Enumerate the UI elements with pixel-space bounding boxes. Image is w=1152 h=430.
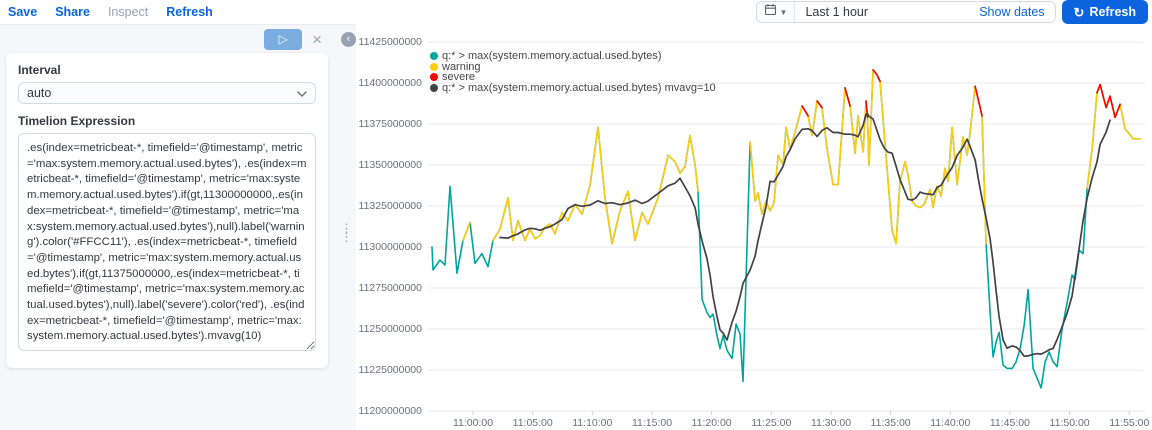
editor-header: ▷ ×	[0, 25, 334, 53]
interval-value: auto	[27, 86, 52, 100]
expression-editor-panel: ▷ × Interval auto Timelion Expression .e…	[0, 24, 334, 430]
top-toolbar: Save Share Inspect Refresh ▼ Last 1 hour…	[0, 0, 1152, 24]
super-date-picker: ▼ Last 1 hour Show dates ↻ Refresh	[755, 0, 1148, 24]
app-menu: Save Share Inspect Refresh	[8, 5, 213, 19]
close-icon[interactable]: ×	[312, 29, 322, 49]
chart-panel: q:* > max(system.memory.actual.used.byte…	[356, 24, 1152, 430]
x-axis-tick-label: 11:25:00	[751, 417, 792, 429]
x-axis-tick-label: 11:30:00	[810, 417, 852, 429]
legend-label: q:* > max(system.memory.actual.used.byte…	[442, 81, 716, 94]
refresh-button[interactable]: ↻ Refresh	[1061, 0, 1148, 24]
y-axis-tick-label: 11350000000	[358, 159, 422, 171]
x-axis-tick-label: 11:45:00	[989, 417, 1030, 429]
legend-item: warning	[430, 60, 716, 73]
legend-label: warning	[442, 60, 481, 73]
share-button[interactable]: Share	[55, 5, 90, 19]
legend-swatch	[430, 52, 438, 61]
legend-item: severe	[430, 71, 716, 84]
calendar-icon	[764, 3, 777, 21]
y-axis-tick-label: 11250000000	[358, 323, 422, 335]
y-axis-tick-label: 11225000000	[358, 364, 422, 376]
x-axis-tick-label: 11:55:00	[1109, 417, 1150, 429]
timelion-expression-input[interactable]: .es(index=metricbeat-*, timefield='@time…	[18, 133, 316, 351]
x-axis-tick-label: 11:20:00	[691, 417, 732, 429]
legend-label: severe	[442, 71, 476, 84]
y-axis-tick-label: 11400000000	[358, 77, 422, 89]
time-range-value[interactable]: Last 1 hour	[805, 5, 869, 19]
play-icon: ▷	[278, 31, 288, 46]
x-axis-tick-label: 11:40:00	[930, 417, 971, 429]
legend-swatch	[430, 73, 438, 82]
y-axis-tick-label: 11375000000	[358, 118, 422, 130]
chart-legend: q:* > max(system.memory.actual.used.byte…	[430, 50, 716, 94]
y-axis-tick-label: 11275000000	[358, 282, 422, 294]
interval-select[interactable]: auto	[18, 82, 316, 104]
x-axis-tick-label: 11:15:00	[631, 417, 673, 429]
expression-label: Timelion Expression	[18, 114, 136, 128]
refresh-menu-button[interactable]: Refresh	[166, 5, 213, 19]
y-axis-tick-label: 11325000000	[358, 200, 422, 212]
panel-resizer[interactable]: ‹ ⋮ ⋮	[334, 24, 356, 430]
grab-handle-icon[interactable]: ⋮ ⋮	[340, 221, 353, 244]
x-axis-tick-label: 11:05:00	[512, 417, 553, 429]
y-axis-tick-label: 11200000000	[358, 405, 422, 417]
x-axis-tick-label: 11:00:00	[452, 417, 494, 429]
chevron-down-icon: ▼	[779, 7, 788, 17]
quick-select-button[interactable]: ▼	[756, 2, 796, 22]
play-button[interactable]: ▷	[264, 28, 303, 50]
chevron-down-icon	[297, 91, 307, 97]
show-dates-link[interactable]: Show dates	[979, 5, 1045, 19]
legend-item: q:* > max(system.memory.actual.used.byte…	[430, 81, 716, 94]
y-axis-tick-label: 11300000000	[358, 241, 422, 253]
legend-swatch	[430, 62, 438, 71]
date-range-box: ▼ Last 1 hour Show dates	[755, 1, 1056, 23]
refresh-icon: ↻	[1073, 4, 1085, 20]
refresh-button-label: Refresh	[1089, 5, 1136, 19]
save-button[interactable]: Save	[8, 5, 38, 19]
inspect-button: Inspect	[107, 5, 149, 19]
interval-label: Interval	[18, 63, 61, 77]
legend-swatch	[430, 83, 438, 92]
legend-label: q:* > max(system.memory.actual.used.byte…	[442, 50, 662, 63]
editor-card: Interval auto Timelion Expression .es(in…	[6, 53, 328, 368]
legend-item: q:* > max(system.memory.actual.used.byte…	[430, 50, 716, 63]
x-axis-tick-label: 11:10:00	[572, 417, 613, 429]
x-axis-tick-label: 11:35:00	[870, 417, 911, 429]
y-axis-tick-label: 11425000000	[358, 36, 422, 48]
timelion-chart-plot[interactable]	[356, 24, 1152, 430]
x-axis-tick-label: 11:50:00	[1049, 417, 1090, 429]
collapse-left-icon[interactable]: ‹	[341, 32, 356, 47]
